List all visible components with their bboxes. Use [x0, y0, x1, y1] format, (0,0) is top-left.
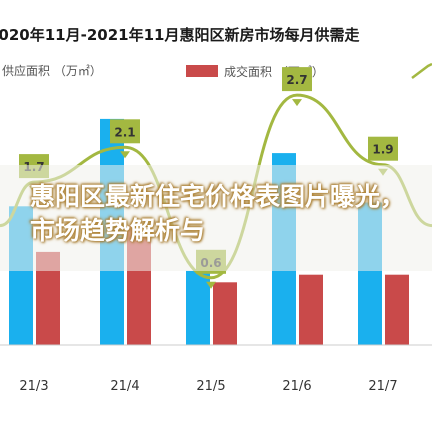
ratio-label-box-21/6 [282, 67, 312, 92]
x-tick-label: 21/7 [368, 379, 397, 394]
bar-supply-21/5 [186, 270, 210, 345]
legend-line-ratio [411, 62, 432, 79]
ratio-marker-21/6 [292, 99, 302, 107]
x-tick-label: 21/6 [282, 379, 311, 394]
legend-swatch-sales [186, 65, 218, 77]
chart-title: 2020年11月-2021年11月惠阳区新房市场每月供需走 [0, 26, 359, 44]
x-tick-label: 21/5 [196, 379, 225, 394]
ratio-label-21/4: 2.1 [114, 125, 135, 139]
overlay-headline: 惠阳区最新住宅价格表图片曝光，市场趋势解析与 [30, 182, 406, 245]
overlay-band [0, 165, 432, 271]
ratio-label-21/7: 1.9 [372, 143, 393, 157]
bar-sales-21/5 [213, 282, 237, 345]
ratio-label-box-21/7 [368, 136, 398, 161]
legend: 供应面积 （万㎡） 成交面积 （万㎡） [2, 62, 432, 79]
bar-sales-21/6 [299, 274, 323, 345]
x-tick-label: 21/4 [110, 379, 139, 394]
ratio-marker-21/5 [206, 281, 216, 289]
x-tick-label: 21/3 [19, 379, 48, 394]
x-axis: 21/3 21/4 21/5 21/6 21/7 [0, 344, 432, 394]
ratio-marker-21/4 [120, 151, 130, 159]
legend-label-supply: 供应面积 （万㎡） [2, 63, 102, 78]
ratio-label-21/6: 2.7 [286, 73, 307, 87]
ratio-label-box-21/4 [110, 119, 140, 144]
bar-sales-21/7 [385, 274, 409, 345]
